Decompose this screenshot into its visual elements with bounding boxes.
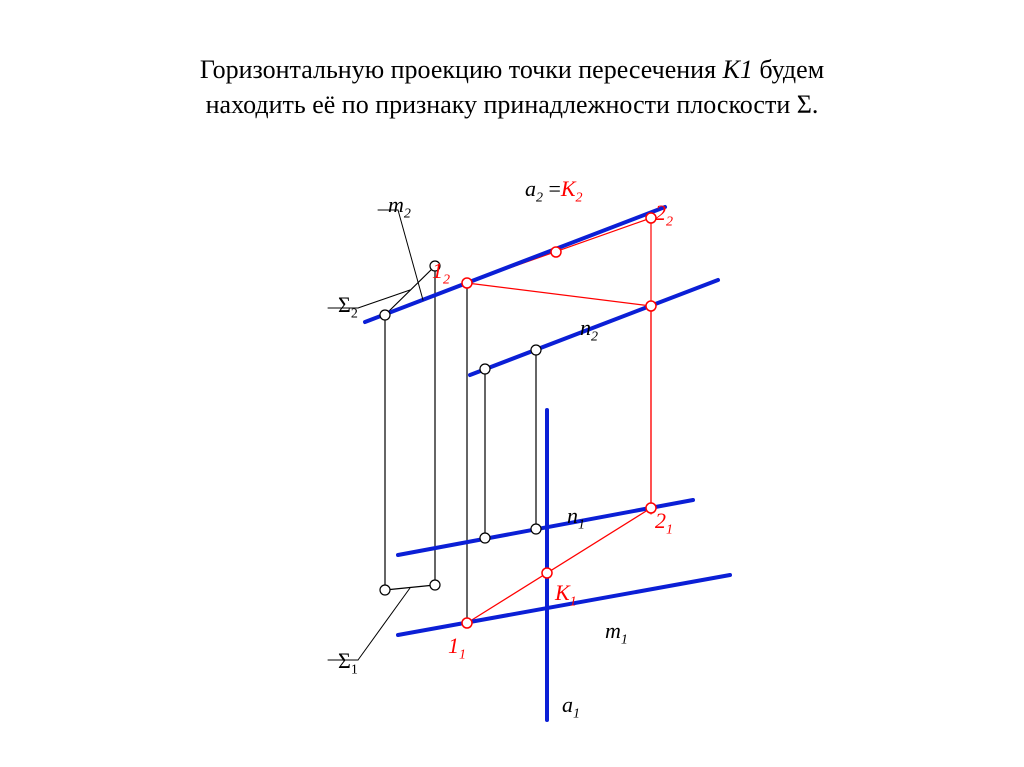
- lbl-21: 21: [655, 508, 673, 538]
- lbl-K1: К1: [555, 580, 577, 610]
- leader-m2-a: [398, 210, 423, 300]
- projection-diagram: [0, 0, 1024, 767]
- pt-K_2: [551, 247, 561, 257]
- lbl-11: 11: [448, 633, 466, 663]
- lbl-Sigma1: Σ1: [338, 648, 358, 678]
- lbl-22: 22: [655, 200, 673, 230]
- pt-p-n2-front: [480, 364, 490, 374]
- pt-p-top-left: [380, 310, 390, 320]
- lbl-a2K2: a2 =К2: [525, 176, 583, 206]
- line-prism-bottom-to-inner: [385, 585, 435, 590]
- pt-1_2: [462, 278, 472, 288]
- page: Горизонтальную проекцию точки пересечени…: [0, 0, 1024, 767]
- lbl-m2: m2: [388, 192, 411, 222]
- pt-p-inner-bottom: [430, 580, 440, 590]
- pt-p-n2-back: [531, 345, 541, 355]
- pt-K_1: [542, 568, 552, 578]
- leader-sigma2-a: [358, 290, 410, 308]
- pt-p-n1-back: [531, 524, 541, 534]
- lbl-12: 12: [432, 258, 450, 288]
- lbl-Sigma2: Σ2: [338, 292, 358, 322]
- lbl-n1: n1: [567, 503, 585, 533]
- leader-sigma1-a: [358, 588, 410, 660]
- pt-p-left-bottom: [380, 585, 390, 595]
- line-12-K2b: [467, 283, 651, 306]
- lbl-a1: a1: [562, 692, 580, 722]
- pt-1_1: [462, 618, 472, 628]
- line-m2: [365, 207, 665, 322]
- pt-p-n1-front: [480, 533, 490, 543]
- pt-mid-right: [646, 301, 656, 311]
- lbl-n2: n2: [580, 315, 598, 345]
- lbl-m1: m1: [605, 618, 628, 648]
